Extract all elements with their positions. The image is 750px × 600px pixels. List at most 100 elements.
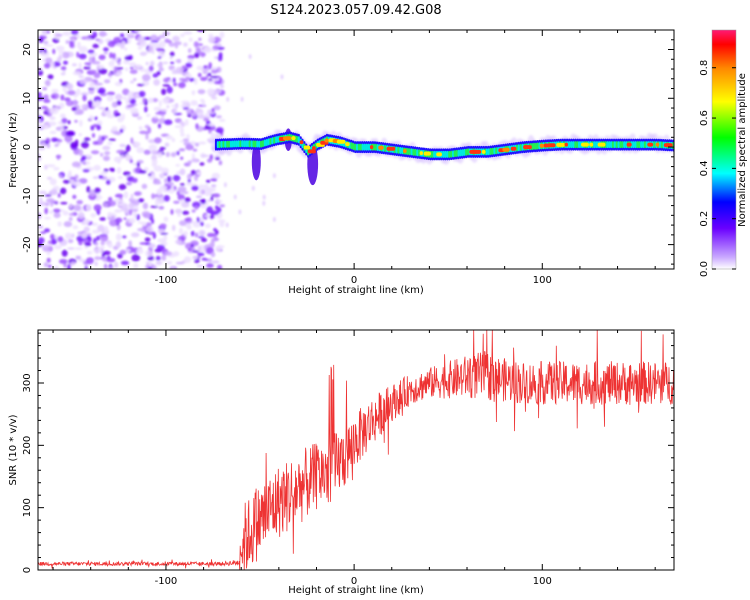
noise-speckle [53, 245, 62, 250]
noise-speckle [226, 96, 230, 102]
noise-speckle [38, 263, 42, 267]
noise-speckle [126, 182, 132, 186]
noise-speckle [52, 48, 56, 55]
noise-speckle [164, 251, 173, 256]
noise-speckle [142, 97, 146, 104]
noise-speckle [150, 34, 158, 42]
snr-y-axis-label: SNR (10 * v/v) [8, 414, 19, 485]
noise-speckle [38, 92, 42, 96]
noise-speckle [164, 178, 168, 184]
noise-speckle [93, 247, 102, 254]
ridge-core [608, 141, 611, 149]
noise-speckle [60, 94, 65, 101]
noise-speckle [151, 159, 158, 165]
noise-speckle [200, 205, 207, 209]
ridge-core [356, 143, 359, 151]
noise-speckle [79, 119, 83, 127]
noise-speckle [197, 112, 203, 116]
noise-speckle [192, 148, 198, 152]
ridge-core [448, 150, 451, 158]
noise-speckle [119, 143, 126, 148]
noise-speckle [186, 173, 192, 180]
noise-speckle [49, 178, 57, 186]
spectrogram-data [38, 30, 674, 269]
ridge-hotspot [299, 140, 304, 145]
noise-speckle [46, 257, 51, 263]
ridge-core [235, 140, 238, 148]
noise-speckle [94, 116, 98, 121]
noise-speckle [107, 200, 117, 207]
noise-speckle [192, 201, 201, 208]
noise-speckle [225, 222, 229, 228]
noise-speckle [111, 101, 118, 108]
snr-panel: -100 0 100 0 100 200 300 Height of straight li… [8, 329, 675, 596]
ridge-core [241, 140, 244, 148]
noise-speckle [191, 158, 199, 163]
y-tick-label: 0 [22, 567, 33, 573]
noise-speckle [43, 94, 49, 100]
noise-speckle [64, 97, 71, 102]
noise-speckle [212, 89, 222, 94]
ridge-hotspot [423, 151, 431, 156]
ridge-core [610, 141, 613, 149]
noise-speckle [190, 109, 194, 114]
noise-speckle [195, 107, 201, 114]
noise-speckle [44, 202, 50, 207]
noise-speckle [38, 143, 42, 146]
noise-speckle [130, 193, 134, 201]
noise-speckle [115, 93, 123, 101]
noise-speckle [190, 230, 195, 237]
noise-speckle [46, 251, 51, 256]
noise-speckle [200, 76, 208, 81]
noise-speckle [129, 159, 133, 164]
noise-speckle [85, 257, 94, 265]
noise-speckle [38, 112, 41, 116]
noise-speckle [44, 216, 51, 220]
noise-speckle [147, 266, 153, 269]
noise-speckle [136, 214, 140, 221]
noise-speckle [84, 62, 91, 65]
ridge-core [218, 141, 221, 148]
noise-speckle [136, 116, 143, 120]
noise-speckle [66, 83, 72, 89]
noise-speckle [106, 95, 114, 102]
noise-speckle [93, 72, 101, 79]
noise-speckle [139, 130, 147, 135]
ridge-hotspot [303, 145, 311, 150]
noise-speckle [251, 185, 255, 191]
ridge-hotspot [336, 139, 346, 144]
noise-speckle [193, 77, 198, 85]
noise-speckle [217, 54, 223, 62]
ridge-hotspot [307, 149, 316, 154]
noise-speckle [96, 120, 103, 126]
noise-speckle [138, 170, 147, 174]
noise-speckle [137, 35, 145, 44]
noise-speckle [139, 51, 147, 56]
noise-speckle [85, 38, 92, 41]
noise-speckle [150, 150, 158, 155]
ridge-core [359, 143, 362, 151]
noise-speckle [179, 220, 187, 227]
noise-speckle [117, 61, 121, 66]
noise-speckle [199, 221, 204, 227]
noise-speckle [92, 176, 99, 180]
noise-speckle [91, 133, 96, 138]
ridge-core [487, 148, 490, 156]
noise-speckle [190, 101, 198, 106]
noise-speckle [51, 89, 59, 93]
noise-speckle [92, 31, 98, 38]
ridge-core [395, 146, 398, 154]
noise-speckle [49, 107, 59, 115]
noise-speckle [74, 247, 83, 250]
noise-speckle [102, 145, 111, 151]
noise-speckle [161, 113, 165, 118]
y-tick-label: 20 [22, 43, 33, 56]
noise-speckle [199, 162, 205, 166]
noise-speckle [210, 251, 216, 258]
ridge-core [265, 139, 268, 146]
noise-speckle [168, 42, 176, 47]
ridge-hotspot [436, 152, 442, 157]
noise-speckle [93, 204, 102, 212]
noise-speckle [121, 235, 127, 239]
noise-speckle [107, 141, 113, 146]
